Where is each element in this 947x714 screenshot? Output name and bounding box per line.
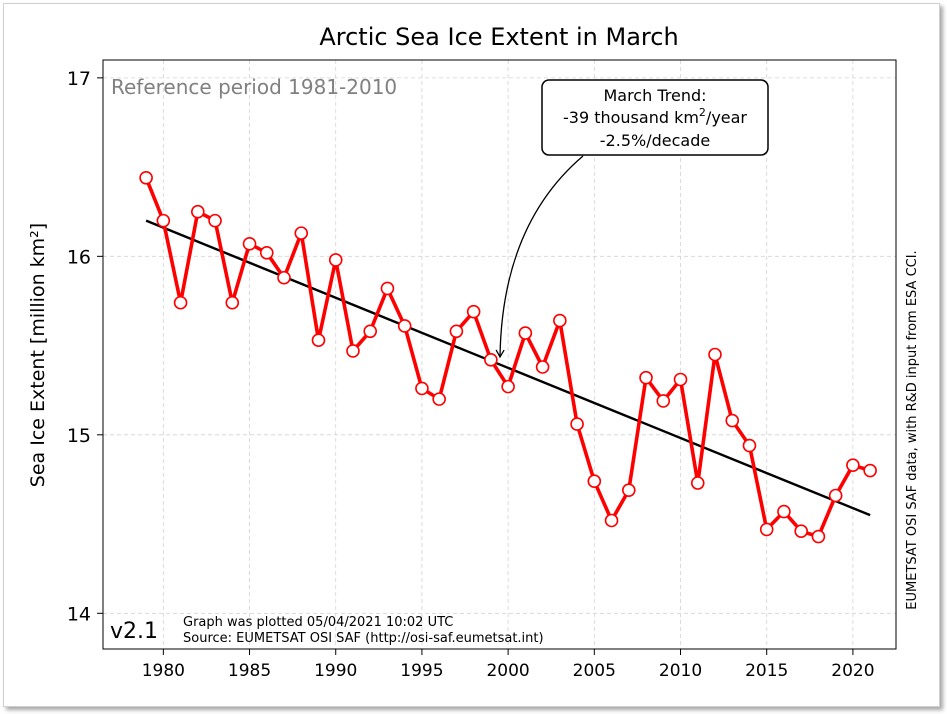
data-point-1998 [466, 304, 481, 319]
trend-title: March Trend: [603, 86, 706, 105]
data-point-2006 [604, 513, 619, 528]
data-point-1996 [432, 392, 446, 406]
source-line: Source: EUMETSAT OSI SAF (http://osi-saf… [183, 631, 544, 646]
data-point-1989 [311, 333, 326, 348]
side-credit: EUMETSAT OSI SAF data, with R&D input fr… [905, 250, 920, 609]
y-axis-label: Sea Ice Extent [million km²] [27, 223, 49, 487]
data-point-1997 [449, 324, 464, 339]
x-tick-label: 2020 [831, 661, 874, 681]
data-point-2017 [794, 524, 808, 539]
data-point-2008 [639, 370, 653, 385]
data-point-1995 [415, 381, 429, 396]
data-point-2011 [690, 476, 705, 490]
x-tick-label: 1985 [228, 661, 271, 681]
data-point-1981 [173, 295, 188, 310]
data-point-1984 [225, 295, 240, 310]
y-axis-ticks: 14 15 16 17 [67, 68, 103, 625]
data-point-2005 [587, 474, 602, 489]
data-point-2015 [759, 522, 774, 537]
version-label: v2.1 [110, 619, 158, 644]
x-tick-label: 2015 [745, 661, 788, 681]
x-tick-label: 1980 [142, 661, 185, 681]
chart-title: Arctic Sea Ice Extent in March [319, 23, 678, 51]
data-point-2000 [501, 379, 515, 394]
data-point-2012 [708, 347, 722, 362]
figure-frame [3, 3, 940, 707]
data-point-1999 [484, 353, 498, 367]
data-point-2016 [777, 504, 791, 519]
trend-line [145, 219, 871, 517]
data-point-1990 [328, 253, 343, 267]
y-tick-label: 15 [67, 425, 91, 447]
x-tick-label: 1995 [400, 661, 443, 681]
plotted-date: Graph was plotted 05/04/2021 10:02 UTC [183, 615, 453, 630]
data-point-1991 [346, 344, 360, 358]
data-point-1988 [294, 226, 309, 240]
data-point-1979 [139, 171, 153, 185]
y-tick-label: 17 [67, 68, 91, 90]
y-tick-label: 16 [67, 246, 91, 268]
plot-area-border [102, 59, 897, 650]
data-point-2009 [656, 394, 671, 408]
reference-period-label: Reference period 1981-2010 [111, 75, 397, 99]
data-point-2018 [811, 529, 826, 544]
data-point-2020 [846, 458, 860, 472]
data-point-2004 [570, 417, 584, 431]
grid [103, 60, 896, 649]
data-point-2010 [673, 372, 688, 387]
data-point-1982 [191, 204, 205, 219]
data-point-1993 [380, 281, 395, 296]
x-tick-label: 1990 [314, 661, 357, 681]
data-points [139, 171, 877, 544]
trend-decade: -2.5%/decade [600, 131, 710, 150]
data-point-2019 [828, 488, 843, 503]
y-tick-label: 14 [67, 603, 91, 625]
data-point-1980 [156, 213, 171, 228]
x-axis-ticks: 1980 1985 1990 1995 2000 2005 2010 2015 2020 [142, 649, 875, 681]
data-point-2013 [725, 413, 740, 428]
trend-line-segment [145, 219, 871, 517]
data-point-1987 [277, 270, 291, 285]
data-point-2014 [742, 438, 757, 453]
x-tick-label: 2005 [573, 661, 616, 681]
data-point-2007 [621, 483, 636, 497]
data-point-2002 [535, 360, 550, 374]
data-point-1986 [259, 245, 274, 260]
trend-rate: -39 thousand km2/year [563, 106, 747, 127]
data-point-1994 [397, 319, 412, 333]
data-point-2021 [863, 463, 877, 478]
data-point-2003 [553, 313, 567, 328]
x-tick-label: 2010 [659, 661, 702, 681]
data-point-1985 [242, 237, 257, 251]
trend-box [541, 79, 769, 156]
trend-arrow [495, 155, 584, 359]
data-point-2001 [518, 326, 533, 340]
x-tick-label: 2000 [486, 661, 529, 681]
data-point-1983 [208, 213, 222, 228]
data-point-1992 [363, 324, 378, 339]
